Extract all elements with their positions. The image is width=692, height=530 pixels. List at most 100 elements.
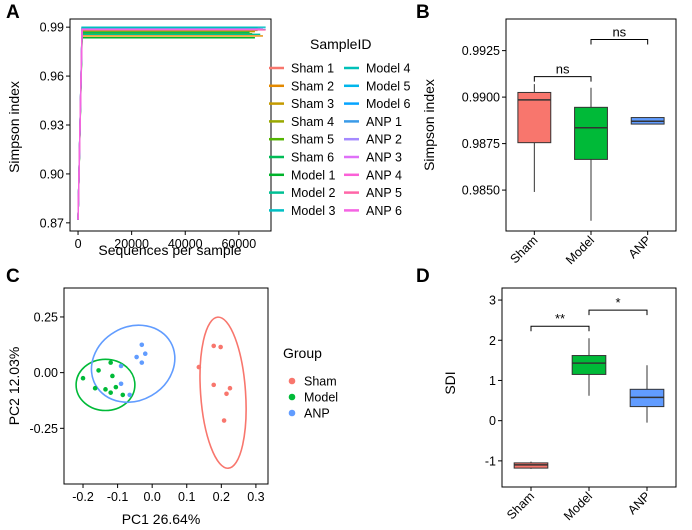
panel-c-ylabel: PC2 12.03% <box>6 347 22 426</box>
panel-c-xtick-label: 0.3 <box>247 490 264 504</box>
panel-b-ytick-label: 0.9900 <box>462 91 500 105</box>
legend-label: ANP 6 <box>366 204 402 218</box>
point-sham <box>211 343 217 349</box>
panel-d-ytick-label: -1 <box>485 454 496 468</box>
rarefaction-line <box>77 28 261 220</box>
legend-label: Sham 5 <box>291 133 334 147</box>
legend-key <box>288 377 296 385</box>
panel-a-xtick-label: 0 <box>75 237 82 251</box>
rarefaction-line <box>77 28 263 220</box>
xtick-label: Sham <box>504 489 537 522</box>
panel-a-xtick-label: 20000 <box>114 237 149 251</box>
panel-a-plot-frame <box>69 18 272 232</box>
point-model <box>108 390 113 395</box>
significance-label: * <box>615 295 620 310</box>
rarefaction-line <box>77 28 255 220</box>
legend-label: ANP 4 <box>366 168 402 182</box>
panel-d-ylabel: SDI <box>442 371 458 394</box>
legend-label: Model 6 <box>366 97 411 111</box>
confidence-ellipse-sham <box>199 316 247 470</box>
legend-label: Sham 6 <box>291 151 334 165</box>
panel-a-legend: Sham 1 Sham 2 Sham 3 Sham 4 Sham 5 Sham 6 Mode… <box>269 62 411 218</box>
xtick-label: Model <box>561 489 595 523</box>
point-sham <box>211 382 217 388</box>
panel-a-xtick-label: 60000 <box>221 237 256 251</box>
point-sham <box>221 418 227 423</box>
rarefaction-line <box>77 28 263 220</box>
legend-label: Model 5 <box>366 79 411 93</box>
legend-label: Sham 2 <box>291 79 334 93</box>
legend-label: Model 1 <box>291 168 336 182</box>
panel-d-ytick-label: 2 <box>489 334 496 348</box>
significance-bracket <box>530 325 590 332</box>
box-sham <box>517 91 552 144</box>
significance-bracket <box>533 76 592 82</box>
panel-a-ytick-label: 0.90 <box>40 167 64 181</box>
rarefaction-line <box>77 27 261 220</box>
point-model <box>103 387 108 392</box>
rarefaction-line <box>77 33 261 220</box>
panel-d-ytick-label: 0 <box>489 414 496 428</box>
point-anp <box>139 342 145 348</box>
panel-a-rarefaction-chart: 0.87 0.90 0.93 0.96 0.99 0 20000 40000 60000 Seq… <box>6 18 411 258</box>
point-anp <box>139 360 145 365</box>
panel-b-ytick-label: 0.9875 <box>462 137 500 151</box>
xtick-label: ANP <box>625 489 653 517</box>
point-anp <box>118 363 124 369</box>
point-anp <box>142 351 148 357</box>
rarefaction-line <box>77 37 255 220</box>
significance-label: ** <box>555 311 565 326</box>
point-model <box>120 392 126 398</box>
xtick-label: Sham <box>507 233 540 266</box>
rarefaction-line <box>77 28 261 220</box>
panel-a-xlabel: Sequences per sample <box>98 242 241 258</box>
panel-a-legend-title: SampleID <box>310 36 371 52</box>
significance-label: ns <box>612 24 626 39</box>
panel-c-plot-frame <box>63 287 269 485</box>
rarefaction-line <box>77 31 250 220</box>
panel-c-legend-title: Group <box>283 345 322 361</box>
panel-b-ylabel: Simpson index <box>421 79 437 171</box>
point-anp <box>134 354 139 360</box>
legend-label: Model 3 <box>291 204 336 218</box>
panel-label-d: D <box>416 266 430 287</box>
panel-c-ytick-label: -0.25 <box>30 422 59 436</box>
legend-key <box>288 409 296 417</box>
panel-c-xtick-label: 0.1 <box>178 490 195 504</box>
panel-a-ytick-label: 0.96 <box>40 70 64 84</box>
panel-a-ylabel: Simpson index <box>6 81 22 173</box>
panel-c-ytick-label: 0.25 <box>34 310 58 324</box>
legend-label: ANP 5 <box>366 186 402 200</box>
legend-label: Model <box>304 391 338 405</box>
point-anp <box>118 381 124 387</box>
confidence-ellipse-model <box>75 358 136 412</box>
box-model <box>574 106 608 160</box>
panel-b-simpson-boxplot: 0.9850 0.9875 0.9900 0.9925 Sham Model ANP ns n… <box>421 18 677 267</box>
legend-label: ANP 1 <box>366 115 402 129</box>
xtick-label: ANP <box>626 233 654 261</box>
panel-c-legend: Sham Model ANP <box>288 375 338 421</box>
box-model <box>571 355 607 375</box>
panel-c-xlabel: PC1 26.64% <box>122 511 201 527</box>
confidence-ellipse-anp <box>90 324 176 403</box>
rarefaction-line <box>77 29 266 220</box>
point-model <box>92 385 98 391</box>
rarefaction-line <box>77 29 258 220</box>
point-sham <box>218 344 223 350</box>
panel-d-ytick-label: 3 <box>489 294 496 308</box>
significance-bracket <box>588 309 648 316</box>
panel-label-c: C <box>6 266 20 287</box>
panel-d-ytick-label: 1 <box>489 374 496 388</box>
point-anp <box>127 392 132 398</box>
panel-label-b: B <box>416 2 430 23</box>
legend-label: Model 2 <box>291 186 336 200</box>
panel-c-xtick-label: -0.1 <box>107 490 129 504</box>
panel-a-ytick-label: 0.99 <box>40 21 64 35</box>
point-model <box>113 384 119 390</box>
legend-key <box>288 393 296 401</box>
point-sham <box>196 364 202 370</box>
panel-c-xtick-label: 0.2 <box>213 490 230 504</box>
panel-a-ytick-label: 0.87 <box>40 216 64 230</box>
